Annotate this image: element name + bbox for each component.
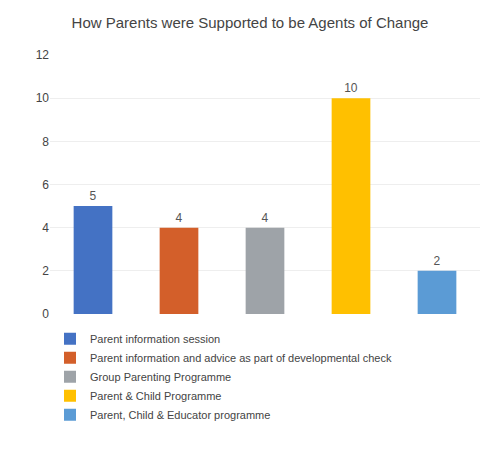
svg-text:12: 12 xyxy=(36,48,50,62)
svg-text:Parent information session: Parent information session xyxy=(90,333,220,345)
svg-text:4: 4 xyxy=(176,211,183,225)
svg-text:0: 0 xyxy=(42,307,49,321)
svg-text:Parent, Child & Educator progr: Parent, Child & Educator programme xyxy=(90,409,270,421)
svg-text:6: 6 xyxy=(42,178,49,192)
svg-text:4: 4 xyxy=(262,211,269,225)
svg-text:Parent & Child Programme: Parent & Child Programme xyxy=(90,390,221,402)
svg-text:Parent information and advice: Parent information and advice as part of… xyxy=(90,352,392,364)
svg-text:2: 2 xyxy=(434,254,441,268)
svg-text:Group Parenting Programme: Group Parenting Programme xyxy=(90,371,231,383)
svg-text:10: 10 xyxy=(344,81,358,95)
svg-text:10: 10 xyxy=(36,91,50,105)
svg-text:4: 4 xyxy=(42,221,49,235)
svg-text:How Parents were Supported to: How Parents were Supported to be Agents … xyxy=(72,14,429,31)
svg-text:8: 8 xyxy=(42,135,49,149)
svg-text:2: 2 xyxy=(42,264,49,278)
svg-text:5: 5 xyxy=(90,189,97,203)
